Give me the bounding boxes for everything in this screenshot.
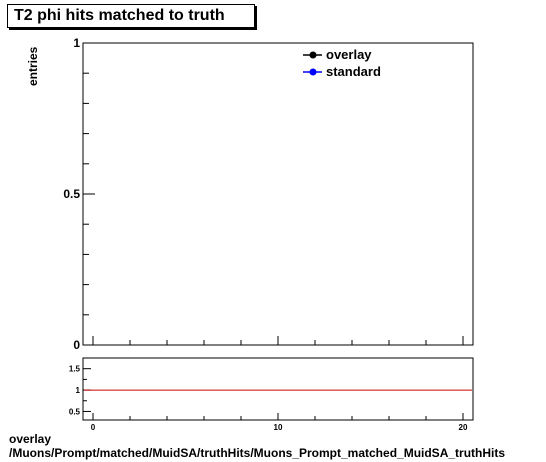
legend-label: overlay (326, 47, 372, 62)
x-tick-label: 20 (459, 423, 468, 432)
main-axes: 0 0.5 1 entries (26, 36, 474, 352)
legend-marker (309, 68, 317, 76)
main-frame (82, 42, 474, 346)
legend-overlay: overlay (303, 47, 372, 62)
legend-standard: standard (303, 64, 381, 79)
footer-line2: /Muons/Prompt/matched/MuidSA/truthHits/M… (9, 446, 506, 460)
ratio-frame (82, 357, 474, 421)
legend: overlay standard (303, 47, 381, 79)
legend-label: standard (326, 64, 381, 79)
ratio-y-tick-label: 1.5 (69, 365, 81, 374)
footer-caption: overlay /Muons/Prompt/matched/MuidSA/tru… (9, 432, 505, 460)
legend-marker (309, 51, 317, 59)
y-tick-label: 0.5 (63, 187, 80, 201)
ratio-y-tick-label: 1 (76, 386, 81, 395)
x-tick-label: 10 (274, 423, 283, 432)
x-tick-label: 0 (91, 423, 96, 432)
y-axis-label: entries (26, 46, 40, 86)
ratio-axes: 0.5 1 1.5 0 10 20 (69, 357, 474, 432)
ratio-y-tick-label: 0.5 (69, 407, 81, 416)
y-tick-label: 1 (73, 36, 80, 50)
footer-line1: overlay (9, 432, 52, 446)
y-tick-label: 0 (73, 338, 80, 352)
plot-title: T2 phi hits matched to truth (7, 4, 255, 28)
